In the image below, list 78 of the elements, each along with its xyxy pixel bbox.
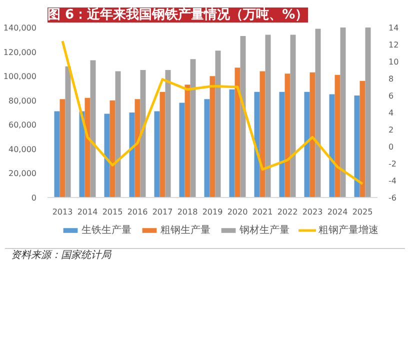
bar	[329, 94, 335, 198]
bar	[65, 66, 71, 198]
y2-tick-label: 8	[388, 74, 394, 84]
bar	[190, 59, 196, 198]
y2-tick-label: 2	[388, 126, 394, 134]
bar	[279, 92, 285, 198]
y2-tick-label: -4	[388, 176, 396, 186]
bar	[304, 92, 310, 198]
y-tick-label: 100,000	[3, 72, 37, 82]
bar	[179, 102, 185, 198]
legend-label: 生铁生产量	[82, 224, 132, 237]
bar	[204, 99, 210, 198]
bar	[104, 114, 110, 198]
bar	[140, 70, 146, 198]
y2-tick-label: 14	[388, 24, 399, 32]
y2-tick-label: 0	[388, 142, 394, 152]
x-tick-label: 2021	[252, 208, 273, 216]
y-tick-label: 40,000	[8, 144, 37, 154]
bar	[234, 68, 240, 198]
x-tick-label: 2015	[102, 208, 123, 216]
bar	[79, 111, 85, 198]
bar	[154, 111, 160, 198]
y-tick-label: 120,000	[3, 48, 37, 57]
y2-tick-label: 4	[388, 108, 394, 118]
bar	[354, 96, 360, 198]
x-tick-label: 2018	[177, 208, 198, 216]
y-tick-label: 140,000	[3, 24, 37, 32]
x-tick-label: 2023	[302, 208, 323, 216]
bar	[365, 28, 371, 198]
legend-label: 粗钢生产量	[160, 224, 210, 237]
bar	[110, 100, 116, 198]
bar	[54, 111, 60, 198]
y-tick-label: 0	[31, 194, 37, 202]
bar	[84, 98, 90, 198]
bar	[340, 28, 346, 198]
y-tick-label: 60,000	[8, 120, 37, 130]
y2-tick-label: -2	[388, 160, 396, 168]
bar	[265, 34, 271, 198]
y2-tick-label: 10	[388, 58, 399, 66]
bar	[215, 50, 221, 198]
x-tick-label: 2022	[277, 208, 298, 216]
bar	[290, 34, 296, 198]
bar	[210, 76, 216, 198]
x-tick-label: 2017	[152, 208, 173, 216]
bar	[134, 99, 140, 198]
text: 资料来源：国家统计局	[11, 249, 111, 263]
bar	[160, 92, 166, 198]
x-tick-label: 2013	[52, 208, 73, 216]
x-tick-label: 2016	[127, 208, 148, 216]
x-tick-label: 2024	[327, 208, 348, 216]
bar	[90, 60, 96, 198]
bar	[60, 99, 66, 198]
chart-title: 图 6：近年来我国钢铁产量情况（万吨、%）	[48, 6, 308, 22]
bar	[165, 70, 171, 198]
bar	[184, 84, 190, 198]
legend-label: 钢材生产量	[240, 224, 290, 237]
bar	[240, 36, 246, 198]
y-tick-label: 80,000	[8, 96, 37, 106]
x-tick-label: 2025	[352, 208, 373, 216]
bar	[334, 74, 340, 198]
y2-tick-label: -6	[388, 194, 396, 202]
legend-label: 粗钢产量增速	[318, 224, 378, 237]
bar	[315, 28, 321, 198]
y-tick-label: 20,000	[8, 169, 37, 178]
bar	[310, 72, 316, 198]
x-tick-label: 2014	[77, 208, 98, 216]
bar	[260, 71, 266, 198]
x-tick-label: 2019	[202, 208, 223, 216]
bar	[129, 112, 135, 198]
y2-tick-label: 12	[388, 40, 399, 50]
line-series	[61, 40, 364, 186]
x-tick-label: 2020	[227, 208, 248, 216]
bar	[360, 80, 366, 198]
bar	[284, 74, 290, 198]
bar	[229, 89, 235, 198]
bar	[254, 92, 260, 198]
bar	[115, 71, 121, 198]
y2-tick-label: 6	[388, 92, 394, 100]
